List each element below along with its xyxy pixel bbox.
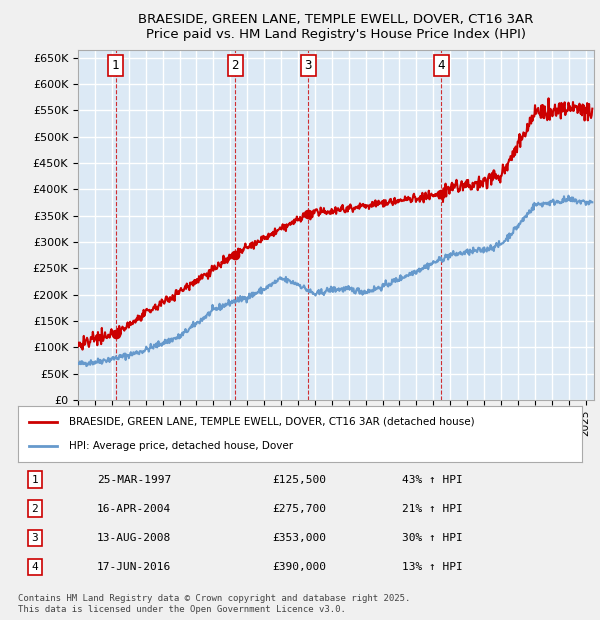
Text: 30% ↑ HPI: 30% ↑ HPI xyxy=(401,533,462,543)
Text: 2: 2 xyxy=(232,59,239,72)
Text: BRAESIDE, GREEN LANE, TEMPLE EWELL, DOVER, CT16 3AR (detached house): BRAESIDE, GREEN LANE, TEMPLE EWELL, DOVE… xyxy=(69,417,475,427)
Text: £125,500: £125,500 xyxy=(272,474,326,485)
Text: £275,700: £275,700 xyxy=(272,503,326,514)
Text: Contains HM Land Registry data © Crown copyright and database right 2025.
This d: Contains HM Land Registry data © Crown c… xyxy=(18,595,410,614)
Text: 17-JUN-2016: 17-JUN-2016 xyxy=(97,562,171,572)
Text: HPI: Average price, detached house, Dover: HPI: Average price, detached house, Dove… xyxy=(69,441,293,451)
Text: 1: 1 xyxy=(112,59,119,72)
Text: £390,000: £390,000 xyxy=(272,562,326,572)
Text: 13-AUG-2008: 13-AUG-2008 xyxy=(97,533,171,543)
Text: 2: 2 xyxy=(32,503,38,514)
Text: 4: 4 xyxy=(437,59,445,72)
Text: 1: 1 xyxy=(32,474,38,485)
Text: 21% ↑ HPI: 21% ↑ HPI xyxy=(401,503,462,514)
Text: 3: 3 xyxy=(305,59,312,72)
Text: 25-MAR-1997: 25-MAR-1997 xyxy=(97,474,171,485)
Text: 4: 4 xyxy=(32,562,38,572)
Title: BRAESIDE, GREEN LANE, TEMPLE EWELL, DOVER, CT16 3AR
Price paid vs. HM Land Regis: BRAESIDE, GREEN LANE, TEMPLE EWELL, DOVE… xyxy=(139,14,533,42)
Text: 43% ↑ HPI: 43% ↑ HPI xyxy=(401,474,462,485)
Text: 13% ↑ HPI: 13% ↑ HPI xyxy=(401,562,462,572)
Text: £353,000: £353,000 xyxy=(272,533,326,543)
Text: 16-APR-2004: 16-APR-2004 xyxy=(97,503,171,514)
Text: 3: 3 xyxy=(32,533,38,543)
